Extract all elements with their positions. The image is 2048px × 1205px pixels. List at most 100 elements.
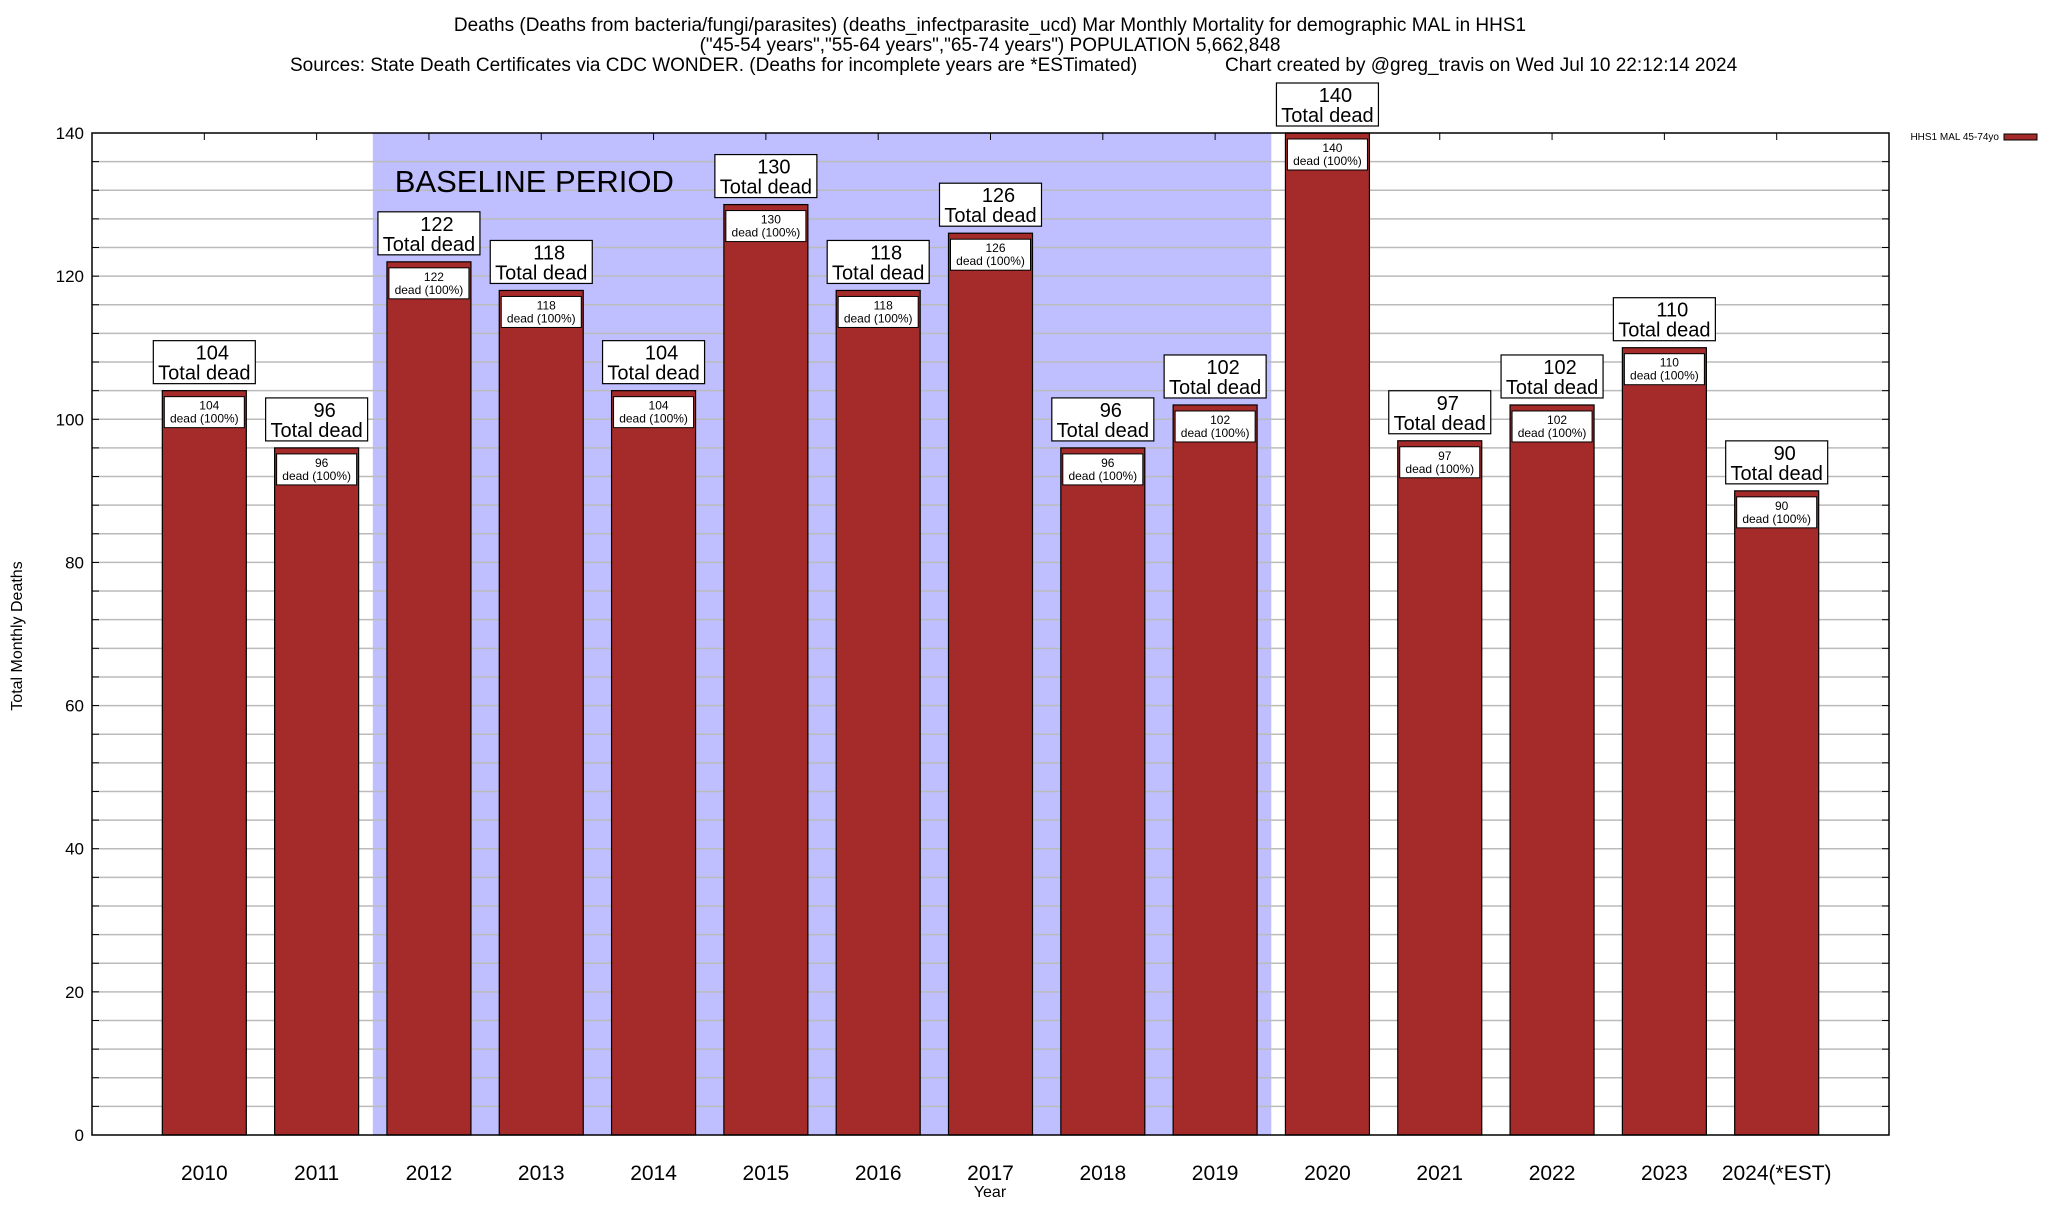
inner-label-value: 130 bbox=[761, 213, 781, 227]
bar-2016 bbox=[835, 289, 921, 1136]
outer-label-value: 102 bbox=[1543, 357, 1576, 379]
inner-label-text: dead (100%) bbox=[1630, 369, 1699, 383]
outer-label-text: Total dead bbox=[607, 363, 699, 385]
outer-label-box bbox=[1163, 354, 1267, 399]
inner-label-text: dead (100%) bbox=[395, 283, 464, 297]
inner-label-box bbox=[837, 295, 919, 328]
inner-label-box bbox=[1399, 446, 1481, 479]
outer-label-box bbox=[1612, 297, 1716, 342]
inner-label-value: 140 bbox=[1322, 141, 1342, 155]
y-tick-label: 60 bbox=[65, 697, 84, 716]
x-tick-label: 2014 bbox=[630, 1162, 677, 1185]
x-tick-label: 2020 bbox=[1304, 1162, 1351, 1185]
bar-2022 bbox=[1509, 404, 1595, 1136]
x-tick-label: 2024(*EST) bbox=[1722, 1162, 1832, 1185]
inner-label-text: dead (100%) bbox=[282, 469, 351, 483]
outer-label-box bbox=[1388, 390, 1492, 435]
outer-label-value: 96 bbox=[314, 400, 336, 422]
inner-label-box bbox=[1511, 410, 1593, 443]
outer-label-text: Total dead bbox=[1618, 320, 1710, 342]
outer-label-box bbox=[1725, 440, 1829, 485]
inner-label-value: 90 bbox=[1775, 499, 1789, 513]
inner-label-value: 118 bbox=[874, 298, 893, 312]
inner-label-value: 104 bbox=[649, 399, 669, 413]
outer-label-text: Total dead bbox=[1169, 377, 1261, 399]
outer-label-value: 130 bbox=[757, 157, 790, 179]
bar-2017 bbox=[947, 232, 1034, 1136]
inner-label-text: dead (100%) bbox=[1293, 154, 1362, 168]
outer-label-value: 104 bbox=[645, 343, 678, 365]
inner-label-text: dead (100%) bbox=[1518, 426, 1587, 440]
outer-label-text: Total dead bbox=[495, 262, 587, 284]
x-tick-label: 2018 bbox=[1079, 1162, 1126, 1185]
outer-label-value: 102 bbox=[1206, 357, 1239, 379]
inner-label-box bbox=[276, 453, 358, 486]
inner-label-value: 102 bbox=[1547, 413, 1567, 427]
x-tick-label: 2023 bbox=[1641, 1162, 1688, 1185]
inner-label-box bbox=[1623, 353, 1705, 386]
inner-label-text: dead (100%) bbox=[619, 412, 688, 426]
inner-label-box bbox=[1736, 496, 1818, 529]
x-tick-label: 2019 bbox=[1192, 1162, 1239, 1185]
inner-label-box bbox=[613, 396, 695, 429]
inner-label-box bbox=[1286, 138, 1368, 171]
x-tick-label: 2012 bbox=[406, 1162, 453, 1185]
chart-sources: Sources: State Death Certificates via CD… bbox=[290, 55, 1137, 76]
outer-label-text: Total dead bbox=[1731, 463, 1823, 485]
inner-label-text: dead (100%) bbox=[732, 226, 801, 240]
outer-label-value: 118 bbox=[533, 242, 565, 264]
legend-label: HHS1 MAL 45-74yo bbox=[1910, 132, 1999, 143]
plot-frame bbox=[91, 132, 1890, 1136]
outer-label-value: 122 bbox=[420, 214, 453, 236]
outer-label-text: Total dead bbox=[720, 177, 812, 199]
outer-label-box bbox=[601, 340, 706, 385]
outer-label-value: 110 bbox=[1656, 300, 1688, 322]
outer-label-text: Total dead bbox=[270, 420, 362, 442]
x-tick-label: 2013 bbox=[518, 1162, 565, 1185]
bar-2011 bbox=[274, 447, 360, 1136]
inner-label-value: 97 bbox=[1438, 449, 1452, 463]
outer-label-value: 90 bbox=[1774, 443, 1796, 465]
baseline-period-label: BASELINE PERIOD bbox=[395, 164, 674, 199]
x-axis-label: Year bbox=[974, 1184, 1007, 1200]
inner-label-value: 96 bbox=[315, 456, 329, 470]
outer-label-text: Total dead bbox=[1281, 105, 1373, 127]
inner-label-text: dead (100%) bbox=[170, 412, 239, 426]
y-tick-label: 0 bbox=[75, 1126, 84, 1145]
bar-2014 bbox=[610, 390, 697, 1136]
outer-label-box bbox=[938, 182, 1043, 227]
outer-label-box bbox=[1275, 82, 1380, 127]
inner-label-box bbox=[1174, 410, 1256, 443]
outer-label-text: Total dead bbox=[832, 262, 924, 284]
outer-label-text: Total dead bbox=[944, 205, 1036, 227]
inner-label-value: 110 bbox=[1660, 356, 1679, 370]
outer-label-box bbox=[489, 239, 593, 285]
outer-label-value: 96 bbox=[1100, 400, 1122, 422]
inner-label-text: dead (100%) bbox=[1742, 512, 1811, 526]
x-tick-label: 2011 bbox=[294, 1162, 339, 1185]
inner-label-value: 102 bbox=[1210, 413, 1230, 427]
inner-label-box bbox=[388, 267, 470, 300]
y-tick-label: 20 bbox=[65, 983, 84, 1002]
inner-label-text: dead (100%) bbox=[1181, 426, 1250, 440]
bar-2020 bbox=[1284, 132, 1371, 1136]
bar-2015 bbox=[723, 203, 809, 1136]
x-tick-label: 2022 bbox=[1529, 1162, 1576, 1185]
outer-label-value: 97 bbox=[1437, 393, 1459, 415]
inner-label-box bbox=[950, 238, 1031, 271]
outer-label-value: 104 bbox=[196, 343, 229, 365]
outer-label-value: 126 bbox=[982, 185, 1015, 207]
inner-label-value: 104 bbox=[199, 399, 219, 413]
outer-label-box bbox=[826, 239, 930, 285]
outer-label-text: Total dead bbox=[383, 234, 475, 256]
bar-2018 bbox=[1060, 447, 1146, 1136]
bar-2019 bbox=[1172, 404, 1258, 1136]
inner-label-text: dead (100%) bbox=[844, 311, 913, 325]
y-tick-label: 100 bbox=[56, 410, 84, 429]
outer-label-box bbox=[1500, 354, 1604, 399]
outer-label-box bbox=[152, 340, 256, 385]
outer-label-box bbox=[377, 211, 481, 256]
bar-2024(*EST) bbox=[1734, 490, 1820, 1136]
inner-label-value: 118 bbox=[537, 298, 556, 312]
